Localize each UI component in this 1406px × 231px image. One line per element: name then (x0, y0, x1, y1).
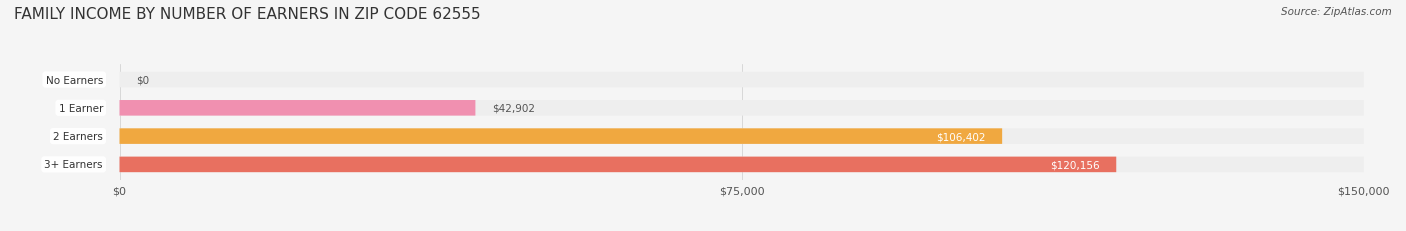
FancyBboxPatch shape (120, 157, 1364, 172)
Text: 3+ Earners: 3+ Earners (45, 160, 103, 170)
FancyBboxPatch shape (120, 100, 1364, 116)
Text: $0: $0 (136, 75, 149, 85)
FancyBboxPatch shape (120, 129, 1002, 144)
Text: Source: ZipAtlas.com: Source: ZipAtlas.com (1281, 7, 1392, 17)
FancyBboxPatch shape (120, 129, 1364, 144)
Text: No Earners: No Earners (45, 75, 103, 85)
Text: $42,902: $42,902 (492, 103, 536, 113)
Text: 1 Earner: 1 Earner (59, 103, 103, 113)
FancyBboxPatch shape (120, 157, 1116, 172)
Text: $106,402: $106,402 (936, 131, 986, 142)
Text: $120,156: $120,156 (1050, 160, 1099, 170)
FancyBboxPatch shape (120, 73, 1364, 88)
Text: FAMILY INCOME BY NUMBER OF EARNERS IN ZIP CODE 62555: FAMILY INCOME BY NUMBER OF EARNERS IN ZI… (14, 7, 481, 22)
Text: 2 Earners: 2 Earners (53, 131, 103, 142)
FancyBboxPatch shape (120, 100, 475, 116)
